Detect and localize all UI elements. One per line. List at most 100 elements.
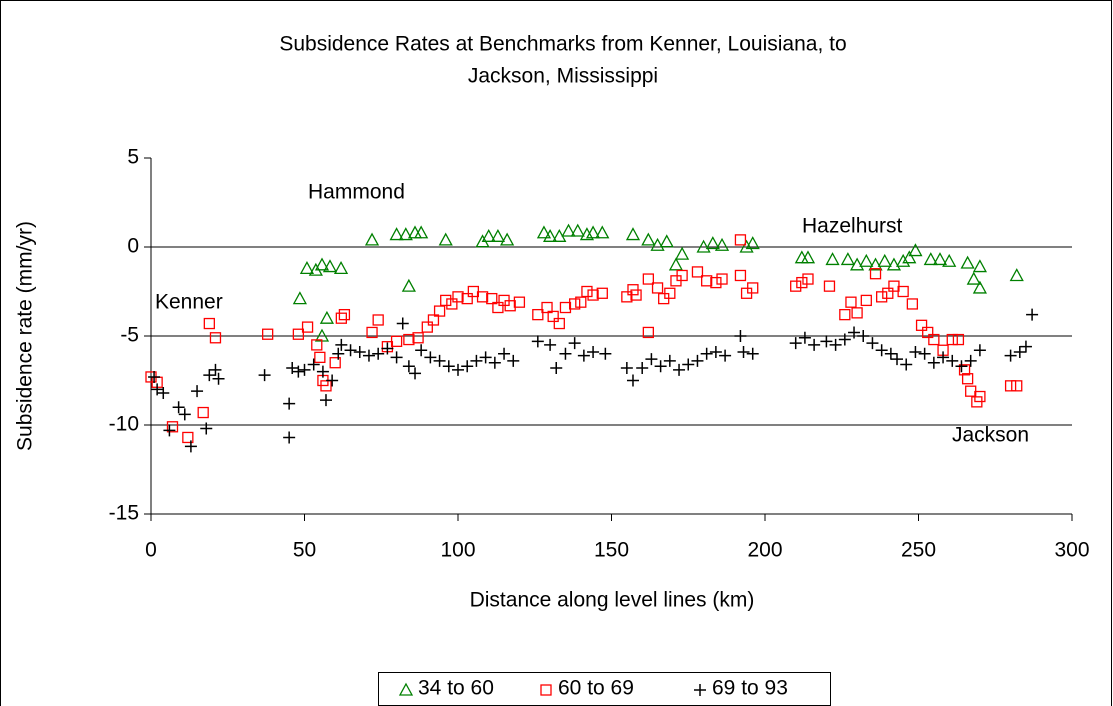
marker-square xyxy=(1011,380,1023,392)
marker-plus xyxy=(402,360,415,373)
marker-triangle xyxy=(500,232,515,246)
marker-plus xyxy=(151,383,164,396)
x-tick-label: 50 xyxy=(293,539,316,562)
marker-square xyxy=(366,326,378,339)
y-tick-label: -15 xyxy=(109,502,139,525)
marker-square xyxy=(961,373,974,385)
annotation: Kenner xyxy=(155,291,223,314)
marker-plus xyxy=(148,370,161,383)
marker-square xyxy=(928,333,940,346)
marker-triangle xyxy=(579,227,595,241)
marker-square xyxy=(958,364,971,376)
marker-plus xyxy=(283,431,296,444)
marker-square xyxy=(897,285,909,298)
marker-square xyxy=(329,357,341,369)
legend-marker xyxy=(540,684,552,696)
marker-plus xyxy=(820,335,833,348)
marker-triangle xyxy=(908,243,923,257)
marker-triangle xyxy=(650,237,665,251)
marker-plus xyxy=(848,326,861,339)
marker-triangle xyxy=(739,239,754,253)
marker-plus xyxy=(1026,308,1039,321)
marker-square xyxy=(952,333,965,346)
marker-square xyxy=(691,266,704,278)
marker-plus xyxy=(857,330,870,342)
annotation: Jackson xyxy=(952,424,1029,447)
marker-plus xyxy=(1019,340,1032,353)
marker-plus xyxy=(829,338,842,351)
x-tick-label: 0 xyxy=(145,539,157,562)
y-tick-label: 0 xyxy=(127,235,139,258)
marker-plus xyxy=(433,354,446,367)
marker-plus xyxy=(946,354,959,367)
marker-triangle xyxy=(561,223,576,237)
marker-triangle xyxy=(859,253,874,267)
marker-plus xyxy=(498,347,511,360)
marker-square xyxy=(513,296,526,308)
marker-plus xyxy=(746,347,759,360)
marker-triangle xyxy=(595,225,610,239)
marker-plus xyxy=(479,351,492,364)
marker-square xyxy=(547,310,559,323)
marker-triangle xyxy=(902,250,917,264)
marker-plus xyxy=(544,338,557,351)
marker-triangle xyxy=(659,234,674,248)
x-tick-label: 250 xyxy=(901,539,936,562)
marker-plus xyxy=(691,354,704,367)
marker-plus xyxy=(654,360,667,373)
marker-square xyxy=(906,298,919,310)
x-tick-label: 150 xyxy=(594,539,629,562)
marker-triangle xyxy=(675,246,690,260)
marker-square xyxy=(869,268,882,280)
marker-square xyxy=(716,273,728,285)
marker-square xyxy=(197,406,209,419)
marker-triangle xyxy=(570,223,585,237)
marker-plus xyxy=(203,369,216,382)
marker-plus xyxy=(362,349,375,362)
marker-square xyxy=(851,307,863,319)
marker-triangle xyxy=(705,236,720,250)
marker-square xyxy=(575,296,587,308)
marker-square xyxy=(338,308,351,321)
marker-triangle xyxy=(625,227,641,241)
marker-square xyxy=(440,294,452,307)
marker-triangle xyxy=(543,228,558,242)
marker-square xyxy=(209,332,222,344)
marker-triangle xyxy=(481,228,496,242)
marker-plus xyxy=(734,330,747,342)
marker-triangle xyxy=(668,257,684,271)
marker-square xyxy=(587,289,599,301)
marker-plus xyxy=(700,347,713,360)
chart-title: Jackson, Mississippi xyxy=(468,65,658,88)
marker-triangle xyxy=(314,257,330,271)
marker-square xyxy=(734,234,747,246)
marker-triangle xyxy=(1009,268,1024,282)
marker-square xyxy=(860,294,872,307)
marker-plus xyxy=(620,362,633,375)
marker-plus xyxy=(470,354,483,367)
marker-triangle xyxy=(896,253,911,267)
marker-square xyxy=(642,273,654,285)
marker-square xyxy=(882,287,894,299)
legend-label: 34 to 60 xyxy=(418,677,494,700)
marker-plus xyxy=(891,353,904,366)
marker-square xyxy=(532,308,544,321)
marker-plus xyxy=(258,369,271,382)
marker-plus xyxy=(372,347,385,360)
marker-plus xyxy=(973,344,986,357)
marker-plus xyxy=(452,363,464,376)
marker-square xyxy=(541,301,553,314)
annotation: Hazelhurst xyxy=(802,215,903,238)
marker-square xyxy=(421,321,433,333)
marker-plus xyxy=(568,337,581,350)
marker-plus xyxy=(937,351,950,364)
marker-triangle xyxy=(886,257,902,271)
marker-plus xyxy=(900,358,913,371)
legend-box xyxy=(378,672,831,706)
marker-plus xyxy=(737,346,750,359)
marker-plus xyxy=(298,363,311,376)
marker-plus xyxy=(550,362,563,375)
marker-triangle xyxy=(966,271,981,285)
marker-square xyxy=(839,308,851,321)
marker-plus xyxy=(1013,346,1026,359)
